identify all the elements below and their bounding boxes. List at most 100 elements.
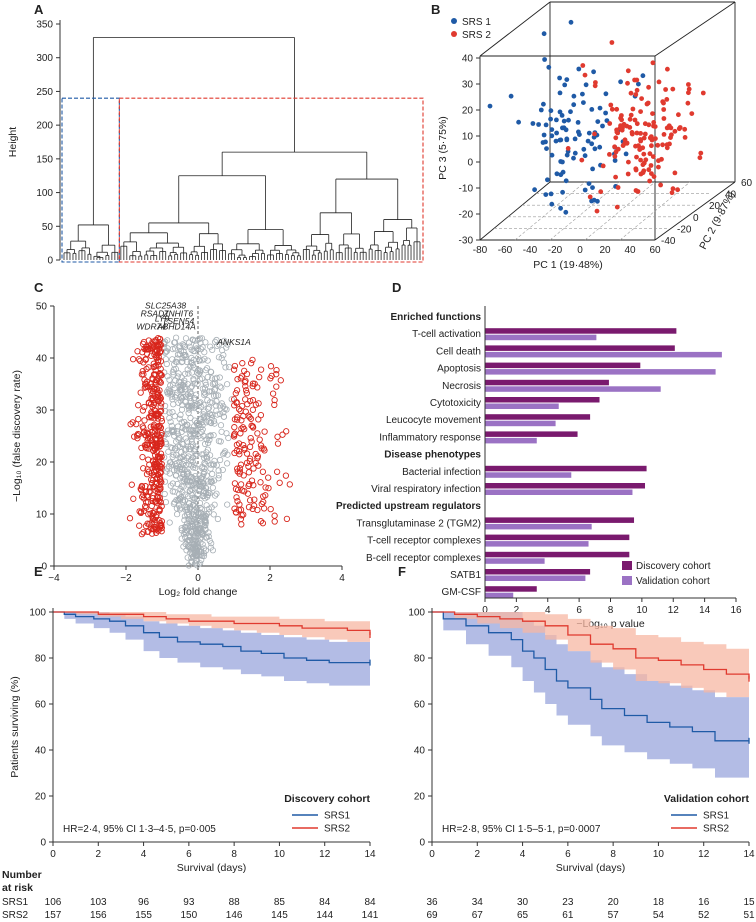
volcano-point-ns bbox=[203, 419, 210, 426]
volcano-point-ns bbox=[195, 346, 202, 353]
volcano-point-down bbox=[141, 417, 148, 424]
risk-srs1-value: 18 bbox=[653, 897, 665, 908]
pca-point-srs2 bbox=[600, 163, 606, 169]
risk-srs1-value: 16 bbox=[698, 897, 710, 908]
bar-discovery-cytotoxicity bbox=[485, 397, 600, 403]
pca-point-srs1 bbox=[562, 82, 568, 88]
pca-point-srs2 bbox=[614, 204, 620, 210]
hr-stat: HR=2·4, 95% CI 1·3–4·5, p=0·005 bbox=[63, 824, 216, 835]
volcano-point-ns bbox=[182, 504, 189, 511]
pca-point-srs2 bbox=[624, 140, 630, 146]
x-tick-label: 0 bbox=[50, 849, 56, 860]
risk-srs1-value: 34 bbox=[472, 897, 484, 908]
risk-srs2-value: 141 bbox=[362, 910, 379, 921]
pca-point-srs2 bbox=[633, 143, 638, 149]
volcano-point-ns bbox=[183, 421, 191, 428]
volcano-point-ns bbox=[207, 465, 214, 472]
pca-point-srs1 bbox=[545, 177, 550, 183]
pca-point-srs2 bbox=[669, 132, 674, 138]
volcano-point-up bbox=[265, 474, 272, 481]
volcano-point-down bbox=[156, 342, 163, 349]
x-tick-label: 60 bbox=[649, 245, 661, 256]
volcano-point-ns bbox=[192, 526, 199, 534]
volcano-point-ns bbox=[205, 433, 212, 440]
volcano-point-down bbox=[142, 346, 150, 353]
volcano-point-ns bbox=[215, 472, 222, 479]
pca-point-srs2 bbox=[598, 189, 604, 195]
volcano-point-down bbox=[157, 520, 164, 527]
volcano-point-down bbox=[133, 420, 140, 428]
bar-label-transglutaminase-2-tgm2-: Transglutaminase 2 (TGM2) bbox=[356, 518, 481, 529]
x-tick-label: 2 bbox=[475, 849, 481, 860]
volcano-point-ns bbox=[188, 398, 195, 405]
volcano-point-down bbox=[148, 526, 155, 533]
volcano-point-ns bbox=[184, 468, 191, 475]
cluster-box-srs2 bbox=[118, 97, 424, 263]
volcano-point-down bbox=[157, 450, 165, 457]
volcano-point-ns bbox=[188, 492, 195, 499]
pca-point-srs2 bbox=[697, 155, 703, 161]
y-tick-label: 20 bbox=[414, 792, 426, 803]
volcano-point-ns bbox=[190, 430, 197, 437]
pca-point-srs1 bbox=[544, 146, 549, 152]
x-tick-label: 14 bbox=[364, 849, 376, 860]
volcano-point-ns bbox=[203, 436, 210, 443]
volcano-point-ns bbox=[172, 345, 179, 352]
volcano-point-ns bbox=[191, 506, 198, 514]
volcano-point-down bbox=[138, 371, 146, 378]
pca-point-srs1 bbox=[597, 105, 603, 111]
gene-label-znhit6: ZNHIT6 bbox=[162, 308, 193, 318]
volcano-point-down bbox=[150, 423, 157, 430]
bar-discovery-necrosis bbox=[485, 379, 609, 386]
volcano-point-down bbox=[138, 493, 146, 500]
pca-point-srs2 bbox=[634, 87, 640, 93]
pca-point-srs2 bbox=[641, 135, 647, 141]
y-axis-label: −Log₁₀ (false discovery rate) bbox=[11, 370, 23, 502]
x-tick-label: −2 bbox=[120, 573, 132, 584]
volcano-point-ns bbox=[204, 373, 211, 381]
volcano-point-down bbox=[146, 489, 153, 496]
volcano-point-up bbox=[230, 431, 238, 438]
risk-row-label-srs1: SRS1 bbox=[2, 897, 29, 908]
legend-label-srs2: SRS2 bbox=[324, 824, 351, 835]
volcano-point-up bbox=[233, 387, 241, 394]
volcano-point-ns bbox=[208, 375, 216, 382]
x-tick-label: 2 bbox=[267, 573, 273, 584]
pca-point-srs2 bbox=[634, 130, 640, 136]
risk-srs1-value: 106 bbox=[45, 897, 62, 908]
group-heading-0: Enriched functions bbox=[390, 312, 481, 323]
bar-label-viral-respiratory-infection: Viral respiratory infection bbox=[371, 484, 481, 495]
pca-point-srs1 bbox=[549, 201, 555, 207]
volcano-point-ns bbox=[217, 422, 225, 429]
volcano-point-ns bbox=[201, 523, 208, 530]
box-edge bbox=[654, 181, 736, 241]
pca-point-srs2 bbox=[641, 160, 647, 166]
pca-point-srs1 bbox=[568, 109, 573, 115]
volcano-point-down bbox=[130, 495, 137, 502]
volcano-point-down bbox=[148, 437, 156, 444]
volcano-point-up bbox=[256, 373, 263, 381]
volcano-point-ns bbox=[194, 400, 201, 408]
volcano-point-down bbox=[158, 503, 165, 510]
bar-discovery-transglutaminase-2-tgm2- bbox=[485, 517, 635, 523]
pca-point-srs2 bbox=[615, 185, 621, 190]
volcano-point-down bbox=[138, 530, 146, 538]
y-axis-label: Patients surviving (%) bbox=[9, 676, 21, 778]
volcano-point-down bbox=[154, 499, 161, 507]
pca-point-srs2 bbox=[582, 72, 588, 78]
volcano-point-down bbox=[154, 489, 162, 496]
bar-label-t-cell-activation: T-cell activation bbox=[412, 329, 481, 340]
volcano-point-down bbox=[140, 359, 147, 366]
x-tick-label: 2 bbox=[96, 849, 102, 860]
volcano-point-ns bbox=[188, 528, 195, 535]
volcano-point-up bbox=[246, 414, 253, 421]
pca-point-srs2 bbox=[661, 116, 667, 121]
panel-letter-e: E bbox=[34, 564, 43, 579]
pca-point-srs2 bbox=[651, 120, 657, 125]
pca-point-srs1 bbox=[595, 119, 601, 124]
floor-grid bbox=[514, 181, 586, 241]
gene-label-anks1a: ANKS1A bbox=[216, 337, 251, 347]
y-tick-label: 40 bbox=[35, 746, 47, 757]
pca-point-srs1 bbox=[560, 169, 566, 175]
km-line-srs2 bbox=[53, 611, 371, 635]
